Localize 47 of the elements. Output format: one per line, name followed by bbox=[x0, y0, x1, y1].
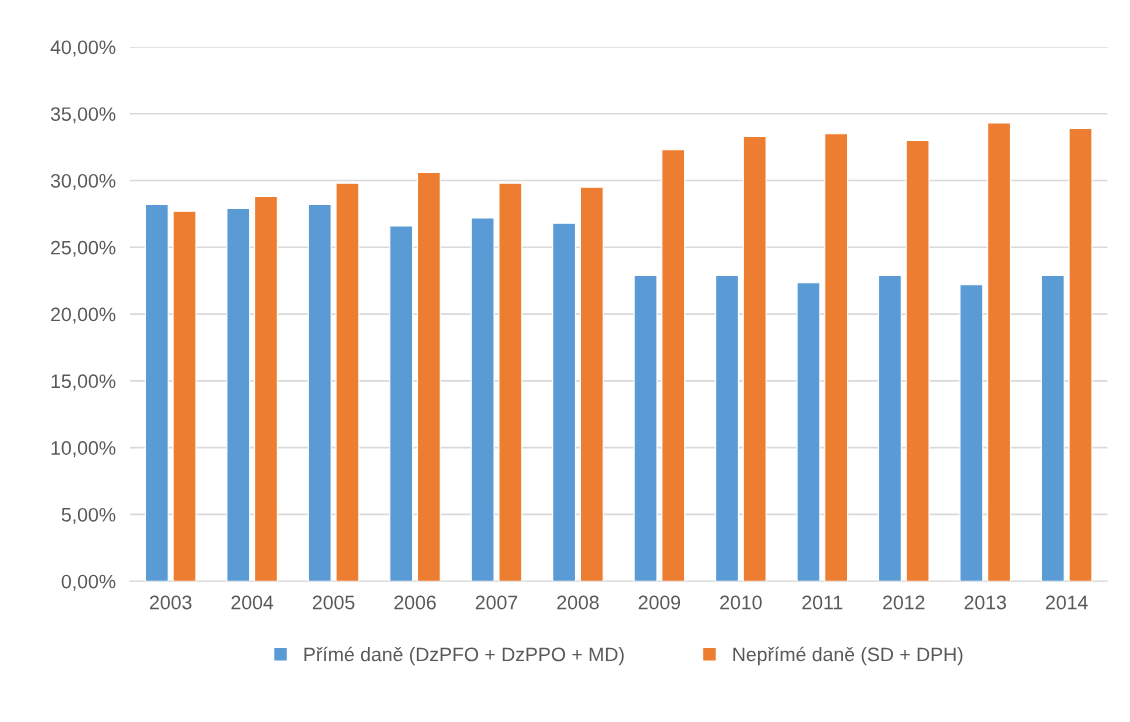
bar bbox=[470, 217, 495, 582]
y-tick-label: 10,00% bbox=[51, 441, 116, 458]
bar bbox=[389, 225, 414, 582]
bar bbox=[715, 274, 739, 582]
bar bbox=[661, 149, 686, 582]
bar bbox=[959, 284, 984, 582]
bar bbox=[335, 182, 360, 582]
bar bbox=[172, 210, 197, 582]
bar bbox=[579, 186, 604, 582]
bar bbox=[987, 122, 1012, 582]
bar bbox=[226, 207, 251, 582]
bar bbox=[633, 274, 658, 582]
bar bbox=[307, 203, 332, 582]
bar bbox=[416, 171, 441, 582]
legend-label: Přímé daně (DzPFO + DzPPO + MD) bbox=[304, 646, 624, 666]
bar bbox=[1040, 274, 1065, 582]
y-tick-label: 40,00% bbox=[50, 40, 116, 57]
bar bbox=[552, 222, 577, 582]
x-tick-label: 2007 bbox=[475, 595, 518, 610]
x-tick-label: 2005 bbox=[312, 595, 355, 610]
y-tick-label: 35,00% bbox=[50, 107, 116, 124]
x-tick-label: 2011 bbox=[802, 595, 843, 610]
y-tick-label: 5,00% bbox=[61, 507, 116, 524]
bar bbox=[796, 282, 821, 582]
bar bbox=[824, 133, 849, 582]
bar bbox=[1068, 127, 1093, 582]
bar bbox=[905, 139, 930, 582]
bar bbox=[144, 203, 169, 582]
y-tick-label: 30,00% bbox=[50, 173, 116, 191]
bar bbox=[877, 274, 902, 582]
y-tick-label: 20,00% bbox=[51, 307, 116, 324]
x-tick-label: 2010 bbox=[720, 595, 762, 610]
x-tick-label: 2008 bbox=[557, 595, 599, 610]
x-tick-label: 2009 bbox=[638, 595, 681, 610]
x-tick-label: 2012 bbox=[883, 595, 925, 610]
legend-label: Nepřímé daně (SD + DPH) bbox=[733, 646, 963, 666]
x-tick-label: 2004 bbox=[231, 595, 274, 610]
bar bbox=[742, 135, 767, 582]
x-tick-label: 2013 bbox=[964, 595, 1006, 610]
x-tick-label: 2003 bbox=[150, 595, 192, 610]
y-tick-label: 0,00% bbox=[61, 574, 116, 591]
y-tick-label: 25,00% bbox=[51, 240, 116, 257]
bar bbox=[498, 182, 523, 582]
x-tick-label: 2014 bbox=[1046, 595, 1088, 610]
bar bbox=[254, 195, 278, 582]
y-tick-label: 15,00% bbox=[51, 374, 116, 391]
x-tick-label: 2006 bbox=[394, 595, 436, 610]
